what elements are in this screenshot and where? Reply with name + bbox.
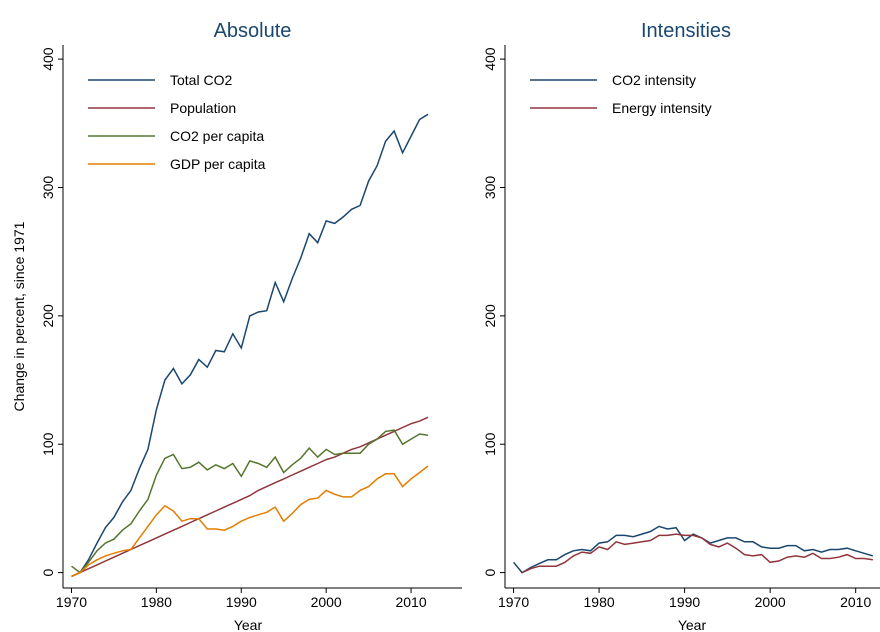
series-line <box>71 429 429 574</box>
legend-label: CO2 per capita <box>170 128 264 144</box>
series-line <box>513 525 874 574</box>
series-line <box>71 465 429 578</box>
legend-label: Energy intensity <box>612 100 712 116</box>
x-axis-label: Year <box>234 617 263 632</box>
y-tick-label: 300 <box>482 176 498 200</box>
series-line <box>71 113 429 578</box>
x-axis-label: Year <box>678 617 707 632</box>
y-tick-label: 0 <box>482 568 498 576</box>
y-tick-label: 100 <box>40 432 56 456</box>
x-tick-label: 2000 <box>755 594 786 610</box>
legend-label: GDP per capita <box>170 156 266 172</box>
y-axis-label: Change in percent, since 1971 <box>11 221 27 411</box>
y-tick-label: 200 <box>40 304 56 328</box>
x-tick-label: 1990 <box>226 594 257 610</box>
chart-title: Absolute <box>214 20 292 42</box>
y-tick-label: 300 <box>40 176 56 200</box>
y-tick-label: 0 <box>40 568 56 576</box>
y-tick-label: 100 <box>482 432 498 456</box>
legend-label: Total CO2 <box>170 72 232 88</box>
x-tick-label: 2000 <box>311 594 342 610</box>
x-tick-label: 1970 <box>498 594 529 610</box>
x-tick-label: 2010 <box>840 594 871 610</box>
x-tick-label: 1980 <box>584 594 615 610</box>
chart-title: Intensities <box>641 20 731 42</box>
y-tick-label: 400 <box>482 47 498 71</box>
y-tick-label: 200 <box>482 304 498 328</box>
legend-label: Population <box>170 100 236 116</box>
x-tick-label: 1970 <box>56 594 87 610</box>
x-tick-label: 1980 <box>141 594 172 610</box>
y-tick-label: 400 <box>40 47 56 71</box>
x-tick-label: 1990 <box>669 594 700 610</box>
series-line <box>521 533 873 574</box>
x-tick-label: 2010 <box>395 594 426 610</box>
legend-label: CO2 intensity <box>612 72 696 88</box>
